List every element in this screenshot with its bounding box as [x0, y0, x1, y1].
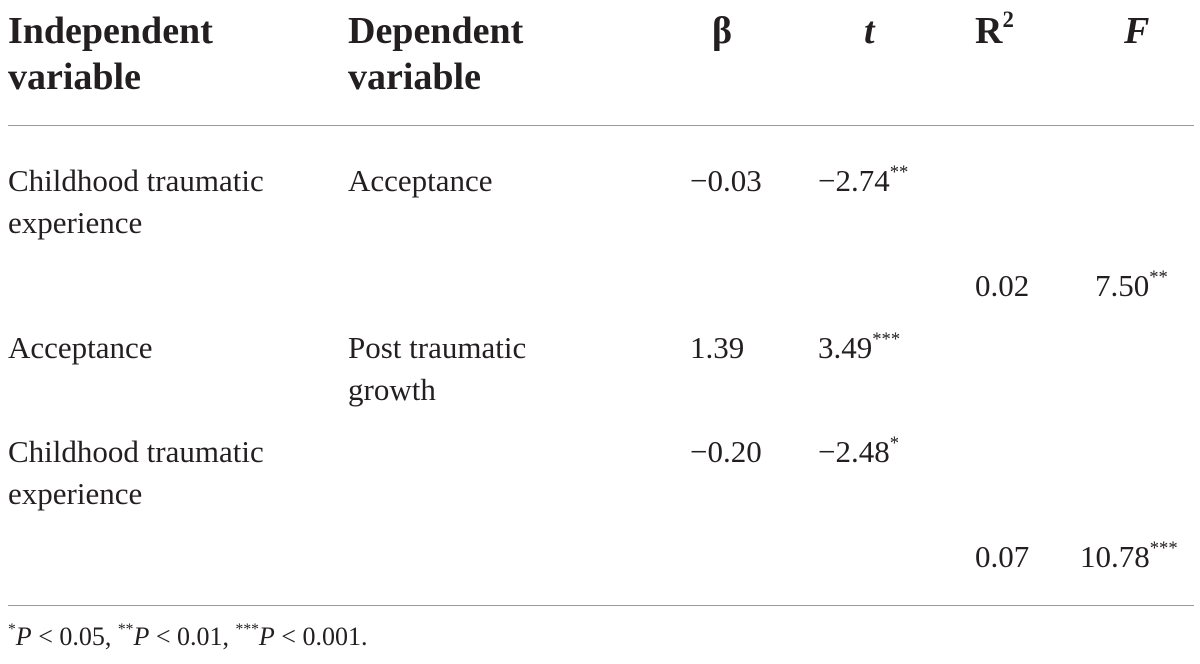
row4-t: −2.48* [818, 431, 899, 473]
row2-f-value: 7.50 [1095, 268, 1150, 303]
col-header-f: F [1124, 10, 1150, 52]
col-header-beta: β [712, 10, 733, 52]
row4-t-value: −2.48 [818, 434, 890, 469]
row4-independent: Childhood traumatic experience [8, 434, 264, 511]
row5-r2: 0.07 [975, 539, 1030, 574]
bottom-rule [8, 605, 1194, 606]
row1-independent: Childhood traumatic experience [8, 163, 264, 240]
row4-t-sig: * [889, 432, 900, 454]
footnote-p-2: P [133, 622, 150, 651]
footnote-sig-2: ** [117, 621, 134, 639]
row3-t-sig: *** [872, 328, 901, 350]
col-header-r-squared: R2 [975, 8, 1014, 54]
row2-r2: 0.02 [975, 268, 1030, 303]
row1-t-sig: ** [889, 161, 909, 183]
row3-beta: 1.39 [690, 330, 745, 365]
row5-f-sig: *** [1149, 537, 1178, 559]
r-squared-base: R [975, 10, 1003, 52]
row1-beta: −0.03 [690, 163, 762, 198]
footnote-threshold-1: < 0.05, [31, 622, 118, 651]
r-squared-exponent: 2 [1002, 7, 1014, 33]
col-header-dependent: Dependent variable [348, 10, 524, 98]
footnote-p-3: P [258, 622, 275, 651]
row5-f-value: 10.78 [1080, 539, 1150, 574]
footnote-sig-3: *** [235, 621, 259, 639]
footnote: *P < 0.05, **P < 0.01, ***P < 0.001. [8, 622, 367, 652]
row3-independent: Acceptance [8, 330, 153, 365]
row1-t-value: −2.74 [818, 163, 890, 198]
header-rule [8, 125, 1194, 126]
row1-dependent: Acceptance [348, 163, 493, 198]
footnote-threshold-2: < 0.01, [149, 622, 236, 651]
row3-t: 3.49*** [818, 327, 900, 369]
col-header-independent: Independent variable [8, 10, 213, 98]
col-header-t: t [864, 10, 875, 52]
row2-f: 7.50** [1095, 265, 1168, 307]
row1-t: −2.74** [818, 160, 908, 202]
row4-beta: −0.20 [690, 434, 762, 469]
row3-dependent: Post traumatic growth [348, 330, 527, 407]
footnote-sig-1: * [8, 621, 16, 639]
row2-f-sig: ** [1149, 266, 1168, 288]
row3-t-value: 3.49 [818, 330, 873, 365]
footnote-threshold-3: < 0.001. [274, 622, 368, 651]
footnote-p-1: P [15, 622, 32, 651]
row5-f: 10.78*** [1080, 536, 1178, 578]
